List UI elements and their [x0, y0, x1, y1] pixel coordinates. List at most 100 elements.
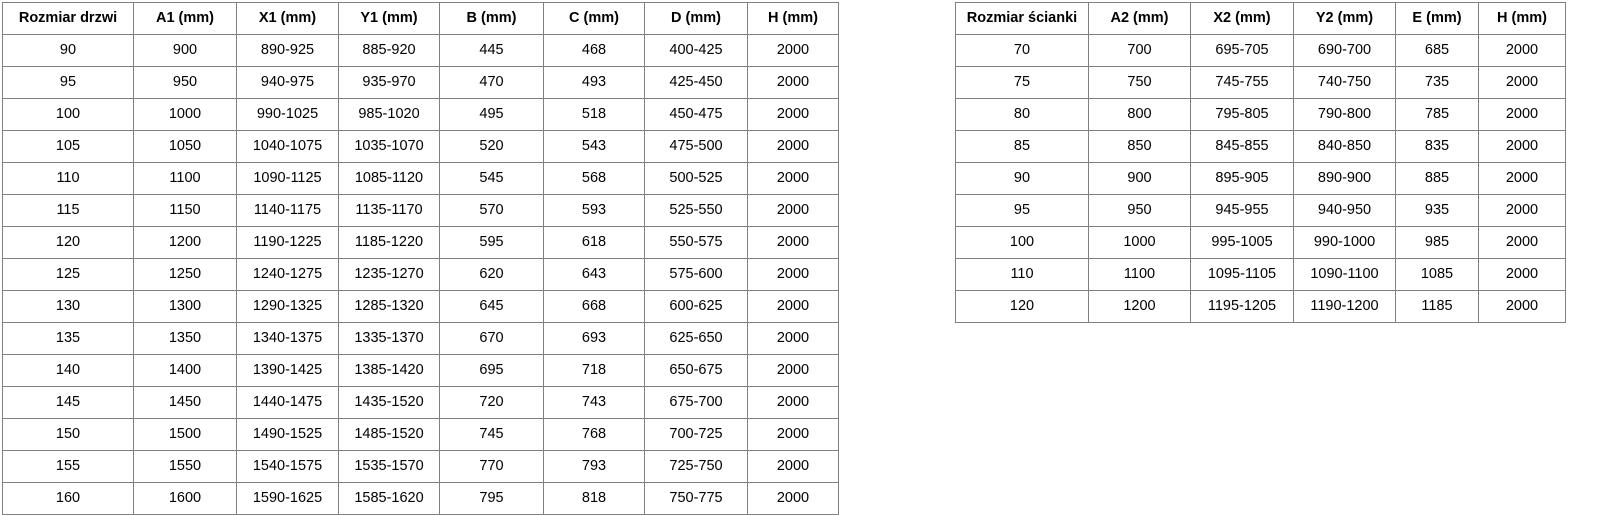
- column-header-wall-size: Rozmiar ścianki: [955, 2, 1089, 35]
- table-row: 110 1100 1095-1105 1090-1100 1085 2000: [955, 258, 1566, 291]
- table-cell: 1240-1275: [236, 258, 339, 291]
- table-cell: 1035-1070: [338, 130, 440, 163]
- table-cell: 735: [1395, 66, 1479, 99]
- column-header-a1: A1 (mm): [133, 2, 237, 35]
- table-cell: 1450: [133, 386, 237, 419]
- table-row: 100 1000 990-1025 985-1020 495 518 450-475 2000: [2, 98, 839, 131]
- table-cell: 2000: [747, 290, 839, 323]
- table-cell: 643: [543, 258, 645, 291]
- table-cell: 90: [2, 34, 134, 67]
- table-cell: 1600: [133, 482, 237, 515]
- wall-table-header: Rozmiar ścianki A2 (mm) X2 (mm) Y2 (mm) …: [955, 2, 1566, 35]
- table-cell: 718: [543, 354, 645, 387]
- table-cell: 935-970: [338, 66, 440, 99]
- table-cell: 1390-1425: [236, 354, 339, 387]
- table-header-row: Rozmiar drzwi A1 (mm) X1 (mm) Y1 (mm) B …: [2, 2, 839, 35]
- table-cell: 400-425: [644, 34, 748, 67]
- table-cell: 445: [439, 34, 544, 67]
- table-cell: 1235-1270: [338, 258, 440, 291]
- table-row: 110 1100 1090-1125 1085-1120 545 568 500-525 20…: [2, 162, 839, 195]
- table-cell: 2000: [747, 322, 839, 355]
- table-cell: 743: [543, 386, 645, 419]
- table-cell: 620: [439, 258, 544, 291]
- table-cell: 468: [543, 34, 645, 67]
- table-header-row: Rozmiar ścianki A2 (mm) X2 (mm) Y2 (mm) …: [955, 2, 1566, 35]
- column-header-e: E (mm): [1395, 2, 1479, 35]
- table-cell: 593: [543, 194, 645, 227]
- table-cell: 95: [2, 66, 134, 99]
- table-cell: 795: [439, 482, 544, 515]
- table-cell: 1190-1225: [236, 226, 339, 259]
- table-cell: 1090-1100: [1293, 258, 1396, 291]
- column-header-a2: A2 (mm): [1088, 2, 1191, 35]
- table-cell: 1090-1125: [236, 162, 339, 195]
- table-cell: 940-975: [236, 66, 339, 99]
- table-cell: 768: [543, 418, 645, 451]
- table-cell: 935: [1395, 194, 1479, 227]
- table-cell: 150: [2, 418, 134, 451]
- table-cell: 845-855: [1190, 130, 1294, 163]
- table-cell: 125: [2, 258, 134, 291]
- table-cell: 645: [439, 290, 544, 323]
- table-row: 90 900 890-925 885-920 445 468 400-425 2000: [2, 34, 839, 67]
- table-cell: 1290-1325: [236, 290, 339, 323]
- table-cell: 115: [2, 194, 134, 227]
- table-row: 135 1350 1340-1375 1335-1370 670 693 625-650 20…: [2, 322, 839, 355]
- table-cell: 2000: [1478, 130, 1566, 163]
- table-cell: 90: [955, 162, 1089, 195]
- table-cell: 1590-1625: [236, 482, 339, 515]
- table-cell: 1250: [133, 258, 237, 291]
- table-cell: 155: [2, 450, 134, 483]
- table-cell: 500-525: [644, 162, 748, 195]
- column-header-y2: Y2 (mm): [1293, 2, 1396, 35]
- table-cell: 990-1025: [236, 98, 339, 131]
- table-cell: 1435-1520: [338, 386, 440, 419]
- table-cell: 795-805: [1190, 98, 1294, 131]
- table-cell: 518: [543, 98, 645, 131]
- table-cell: 1000: [133, 98, 237, 131]
- table-cell: 1300: [133, 290, 237, 323]
- table-cell: 1540-1575: [236, 450, 339, 483]
- table-cell: 1085-1120: [338, 162, 440, 195]
- table-cell: 2000: [747, 98, 839, 131]
- table-cell: 550-575: [644, 226, 748, 259]
- table-cell: 75: [955, 66, 1089, 99]
- table-cell: 945-955: [1190, 194, 1294, 227]
- table-row: 95 950 940-975 935-970 470 493 425-450 2000: [2, 66, 839, 99]
- table-cell: 85: [955, 130, 1089, 163]
- table-cell: 1150: [133, 194, 237, 227]
- table-cell: 425-450: [644, 66, 748, 99]
- table-cell: 1185-1220: [338, 226, 440, 259]
- table-cell: 950: [133, 66, 237, 99]
- table-cell: 543: [543, 130, 645, 163]
- table-cell: 2000: [1478, 66, 1566, 99]
- table-row: 85 850 845-855 840-850 835 2000: [955, 130, 1566, 163]
- table-cell: 785: [1395, 98, 1479, 131]
- column-header-b: B (mm): [439, 2, 544, 35]
- table-cell: 693: [543, 322, 645, 355]
- table-cell: 668: [543, 290, 645, 323]
- table-row: 150 1500 1490-1525 1485-1520 745 768 700-725 20…: [2, 418, 839, 451]
- table-cell: 890-925: [236, 34, 339, 67]
- table-row: 130 1300 1290-1325 1285-1320 645 668 600-625 20…: [2, 290, 839, 323]
- table-cell: 105: [2, 130, 134, 163]
- table-row: 105 1050 1040-1075 1035-1070 520 543 475-500 20…: [2, 130, 839, 163]
- table-cell: 1490-1525: [236, 418, 339, 451]
- column-header-door-size: Rozmiar drzwi: [2, 2, 134, 35]
- table-cell: 895-905: [1190, 162, 1294, 195]
- table-cell: 1500: [133, 418, 237, 451]
- table-cell: 145: [2, 386, 134, 419]
- table-cell: 1195-1205: [1190, 290, 1294, 323]
- table-cell: 80: [955, 98, 1089, 131]
- table-row: 145 1450 1440-1475 1435-1520 720 743 675-700 20…: [2, 386, 839, 419]
- table-cell: 2000: [1478, 290, 1566, 323]
- table-cell: 750: [1088, 66, 1191, 99]
- table-cell: 1085: [1395, 258, 1479, 291]
- table-row: 120 1200 1190-1225 1185-1220 595 618 550-575 20…: [2, 226, 839, 259]
- table-cell: 1050: [133, 130, 237, 163]
- table-cell: 1095-1105: [1190, 258, 1294, 291]
- table-cell: 685: [1395, 34, 1479, 67]
- table-cell: 740-750: [1293, 66, 1396, 99]
- table-cell: 2000: [747, 162, 839, 195]
- table-cell: 2000: [747, 34, 839, 67]
